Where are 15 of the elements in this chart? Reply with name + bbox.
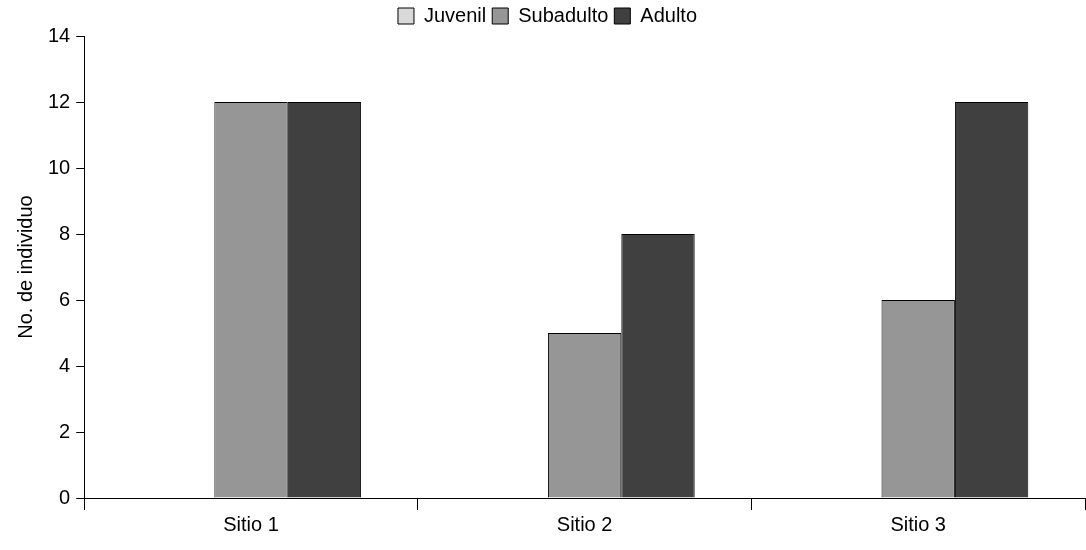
y-tick-label: 2 [59, 419, 71, 442]
y-tick-label: 12 [48, 89, 71, 112]
y-tick-label: 8 [59, 221, 71, 244]
x-tick-label: Sitio 1 [223, 512, 279, 535]
y-tick-label: 4 [59, 353, 71, 376]
legend-label: Adulto [640, 3, 698, 26]
y-tick-label: 10 [48, 155, 71, 178]
x-tick-label: Sitio 2 [556, 512, 613, 535]
legend-label: Subadulto [518, 3, 609, 26]
y-axis-title: No. de individuo [13, 195, 36, 339]
y-tick-label: 6 [59, 287, 71, 310]
y-tick-label: 0 [59, 485, 71, 508]
legend-label: Juvenil [423, 3, 487, 26]
x-tick-label: Sitio 3 [890, 512, 946, 535]
y-tick-label: 14 [48, 23, 71, 46]
